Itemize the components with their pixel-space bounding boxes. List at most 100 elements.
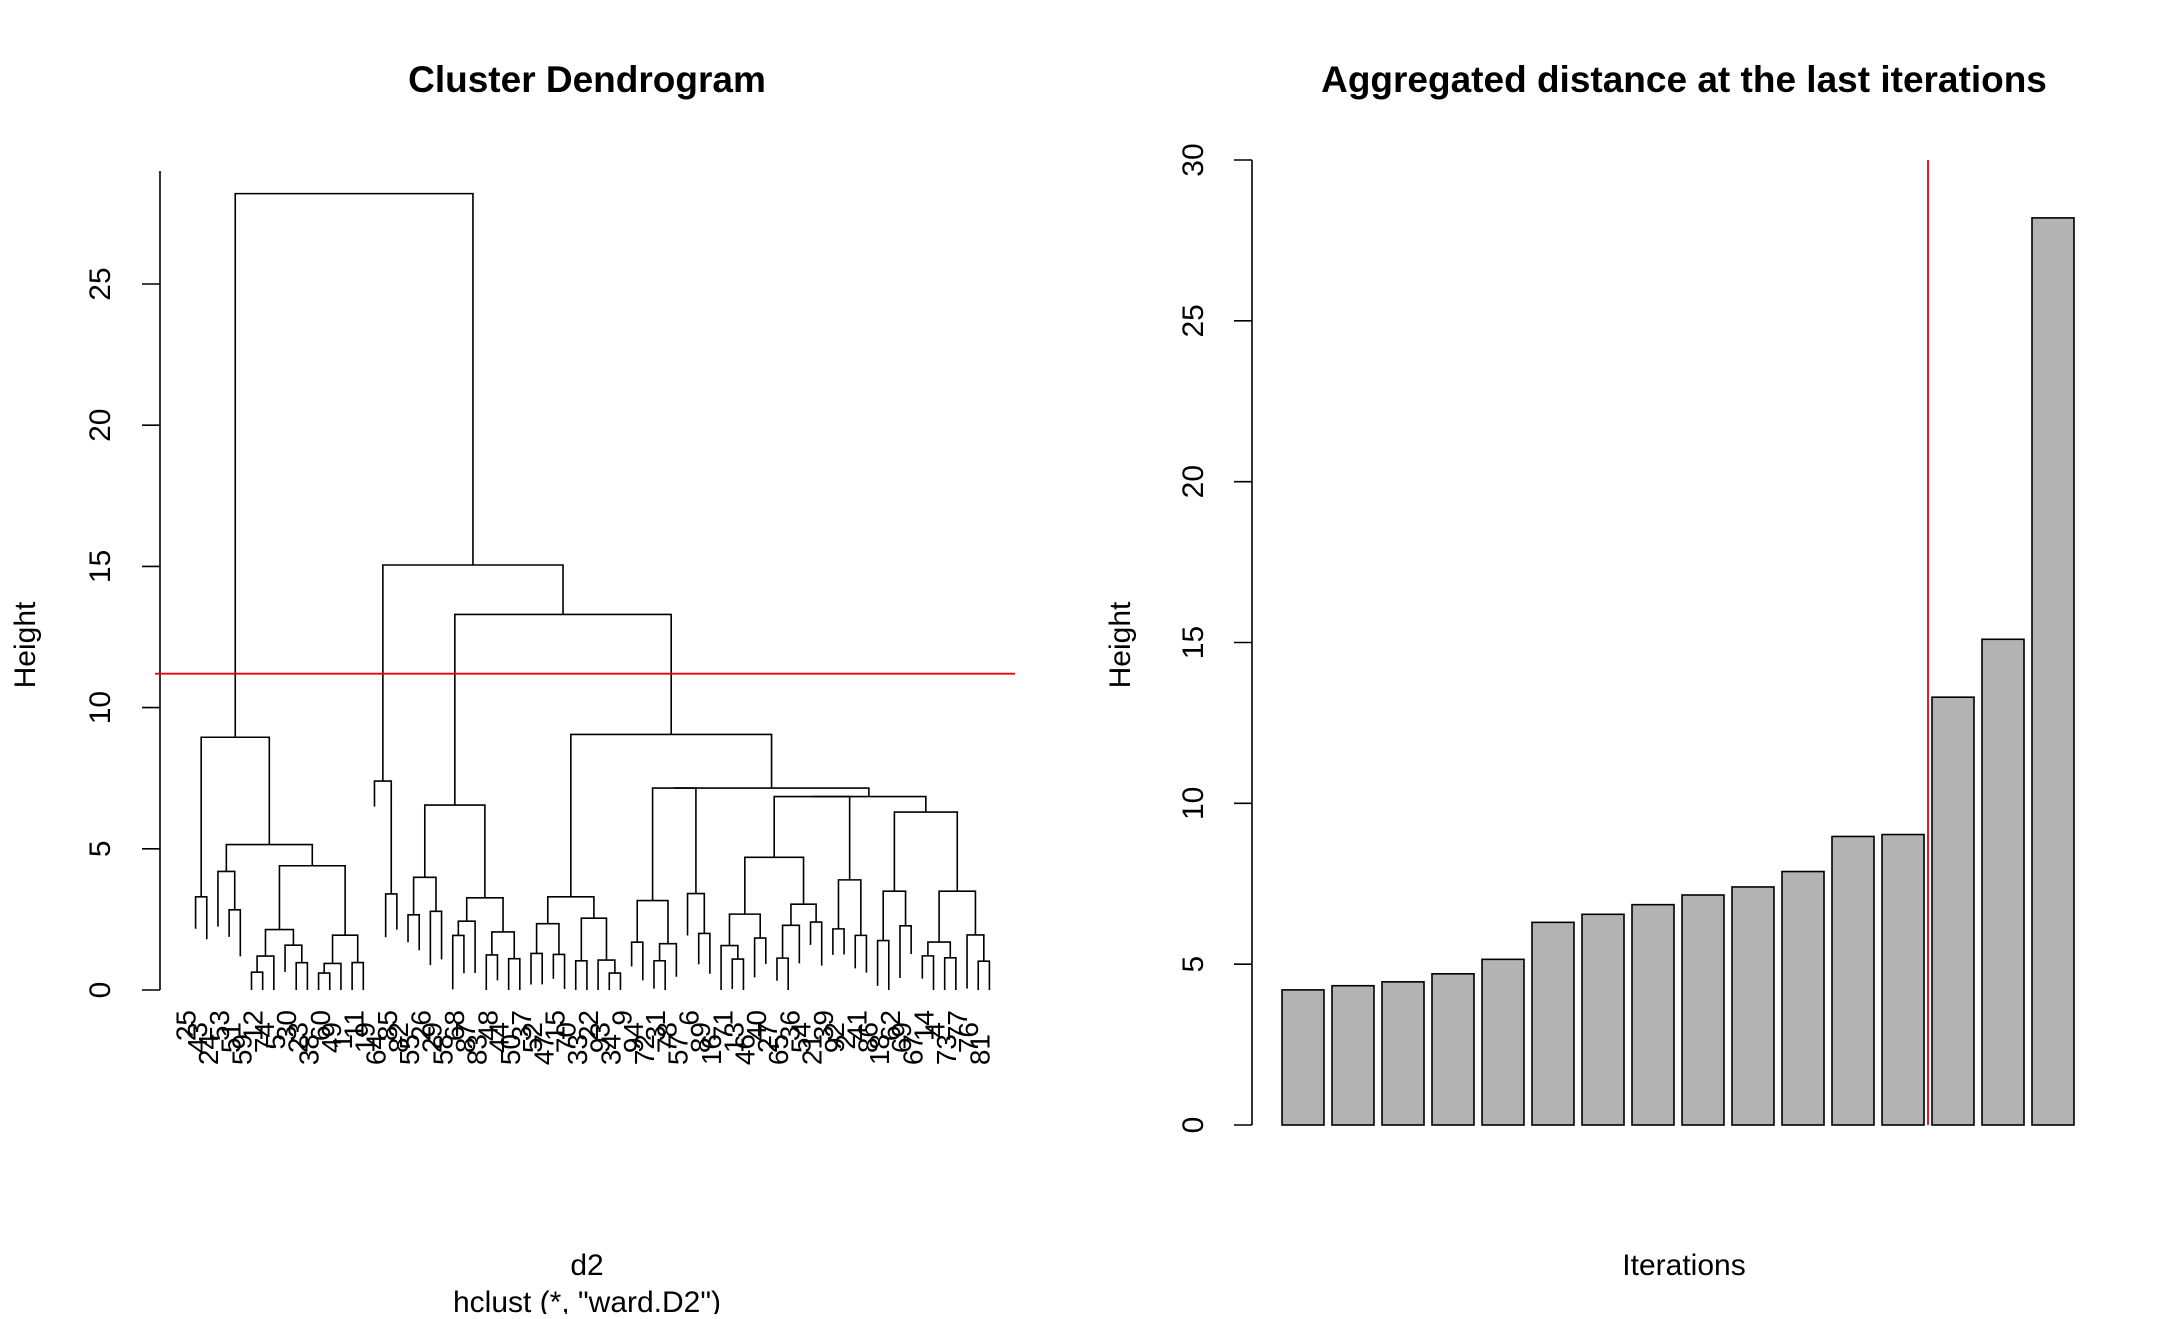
bar <box>1931 696 1975 1126</box>
dendrogram-y-tick-label: 5 <box>84 840 117 857</box>
bar-chart-y-axis: 0 5 10 15 20 25 30 <box>1177 143 1253 1134</box>
dendrogram-leaf-label: 60 <box>305 1010 336 1041</box>
dendrogram-leaf-label: 92 <box>819 1022 850 1053</box>
dendrogram-merge <box>773 795 851 880</box>
dendrogram-y-tick-label: 0 <box>84 982 117 999</box>
dendrogram-leaf-label: 65 <box>763 1034 794 1065</box>
dendrogram-y-tick-label: 25 <box>84 267 117 300</box>
dendrogram-y-tick-label: 15 <box>84 550 117 583</box>
dendrogram-merge <box>217 870 236 927</box>
dendrogram-leaf-label: 47 <box>528 1034 559 1065</box>
dendrogram-leaf-label: 23 <box>282 1022 313 1053</box>
dendrogram-merge <box>454 613 673 806</box>
dendrogram-leaf-label: 13 <box>718 1022 749 1053</box>
dendrogram-leaf-label: 55 <box>394 1034 425 1065</box>
dendrogram-merge <box>264 928 295 957</box>
dendrogram-merge <box>744 856 805 915</box>
dendrogram-leaf-label: 36 <box>774 1010 805 1041</box>
aggregated-distance-panel: Aggregated distance at the last iteratio… <box>1104 59 2075 1282</box>
dendrogram-leaf-label: 67 <box>897 1034 928 1065</box>
bar <box>1481 958 1525 1126</box>
dendrogram-merge <box>225 843 314 872</box>
dendrogram-leaf-label: 26 <box>405 1010 436 1041</box>
dendrogram-leaf-label: 22 <box>573 1010 604 1041</box>
dendrogram-leaf-label: 43 <box>182 1022 213 1053</box>
dendrogram-merge <box>876 939 890 990</box>
dendrogram-leaf-label: 37 <box>506 1010 537 1041</box>
dendrogram-leaf-label: 34 <box>595 1034 626 1065</box>
dendrogram-y-tick-label: 20 <box>84 409 117 442</box>
bar-chart-y-tick-label: 0 <box>1177 1117 1210 1134</box>
dendrogram-leaf-label: 31 <box>640 1010 671 1041</box>
dendrogram-merge <box>832 928 845 955</box>
dendrogram-merge <box>580 917 608 961</box>
bar <box>1631 903 1675 1126</box>
dendrogram-leaf-label: 62 <box>875 1010 906 1041</box>
dendrogram-y-axis-label: Height <box>9 601 42 688</box>
dendrogram-leaf-label: 89 <box>685 1022 716 1053</box>
dendrogram-leaf-label: 21 <box>797 1034 828 1065</box>
dendrogram-merge <box>412 876 437 915</box>
dendrogram-merge <box>731 958 745 990</box>
dendrogram-merge <box>753 937 767 978</box>
dendrogram-merge <box>720 944 739 990</box>
bar-chart-y-tick-label: 10 <box>1177 787 1210 820</box>
dendrogram-merge <box>351 961 365 990</box>
bar <box>1731 886 1775 1126</box>
dendrogram-leaf-label: 50 <box>495 1034 526 1065</box>
dendrogram-merge <box>790 903 817 926</box>
dendrogram-leaf-label: 77 <box>942 1010 973 1041</box>
dendrogram-merge <box>278 864 346 936</box>
dendrogram-leaf-label: 71 <box>707 1010 738 1041</box>
dendrogram-merge <box>597 959 616 990</box>
dendrogram-merge <box>809 921 823 966</box>
dendrogram-x-axis-label: d2 <box>570 1249 603 1282</box>
dendrogram-merge <box>552 953 566 989</box>
dendrogram-leaf-label: 29 <box>417 1022 448 1053</box>
dendrogram-leaf-label: 33 <box>562 1034 593 1065</box>
dendrogram-merge <box>485 954 499 990</box>
dendrogram-leaf-label: 40 <box>741 1010 772 1041</box>
dendrogram-leaf-label: 74 <box>249 1022 280 1053</box>
dendrogram-merge <box>384 893 398 938</box>
dendrogram-merge <box>651 787 697 901</box>
bar-chart-y-tick-label: 20 <box>1177 465 1210 498</box>
dendrogram-leaf-label: 69 <box>886 1022 917 1053</box>
dendrogram-merge <box>697 932 711 974</box>
dendrogram-merge <box>927 941 952 958</box>
dendrogram-merge <box>423 804 486 898</box>
dendrogram-leaf-label: 76 <box>953 1022 984 1053</box>
dendrogram-merge <box>373 780 393 894</box>
dendrogram-leaf-label: 6 <box>674 1010 705 1026</box>
bar-chart-y-tick-label: 25 <box>1177 304 1210 337</box>
dendrogram-leaf-label: 5 <box>260 1034 291 1050</box>
dendrogram-leaf-label: 11 <box>338 1010 369 1039</box>
dendrogram-merge <box>776 957 789 990</box>
dendrogram-merge <box>966 934 985 989</box>
dendrogram-leaf-label: 52 <box>517 1022 548 1053</box>
dendrogram-tree <box>194 192 991 990</box>
dendrogram-leaf-label: 72 <box>629 1034 660 1065</box>
dendrogram-leaf-label: 53 <box>204 1010 235 1041</box>
dendrogram-merge <box>636 899 669 944</box>
dendrogram-merge <box>546 896 595 924</box>
dendrogram-leaf-label: 48 <box>472 1010 503 1041</box>
bar-chart-y-tick-label: 30 <box>1177 143 1210 176</box>
dendrogram-merge <box>574 960 588 990</box>
dendrogram-merge <box>457 920 476 974</box>
dendrogram-leaf-labels: 2543245351591274530233860491111964858255… <box>171 1010 996 1065</box>
dendrogram-merge <box>194 896 208 940</box>
dendrogram-leaf-label: 15 <box>540 1010 571 1041</box>
dendrogram-leaf-label: 87 <box>450 1022 481 1053</box>
dendrogram-merge <box>854 934 868 973</box>
dendrogram-leaf-label: 30 <box>271 1010 302 1041</box>
dendrogram-merge <box>323 962 342 990</box>
dendrogram-leaf-label: 14 <box>909 1010 940 1041</box>
dendrogram-leaf-label: 18 <box>864 1034 895 1065</box>
dendrogram-leaf-label: 78 <box>651 1022 682 1053</box>
dendrogram-merge <box>977 960 991 990</box>
dendrogram-title: Cluster Dendrogram <box>408 59 766 100</box>
dendrogram-leaf-label: 39 <box>808 1010 839 1041</box>
dendrogram-leaf-label: 59 <box>226 1034 257 1065</box>
